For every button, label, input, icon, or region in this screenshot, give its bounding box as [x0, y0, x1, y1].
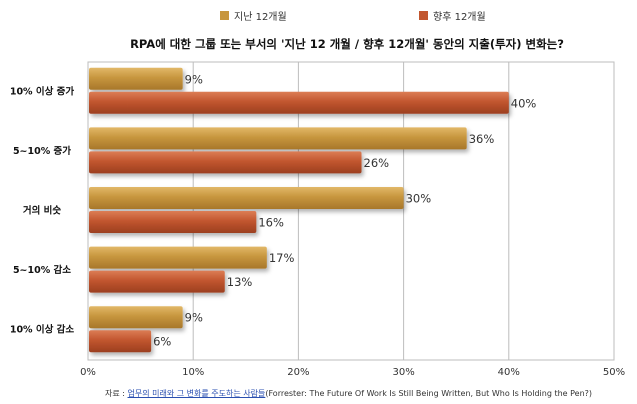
category-label: 거의 비슷: [23, 205, 62, 217]
bar-2-1: [89, 91, 509, 114]
legend-swatch-series-2: [419, 11, 428, 20]
bar-2-5: [89, 330, 152, 353]
chart-title: RPA에 대한 그룹 또는 부서의 '지난 12 개월 / 향후 12개월' 동…: [130, 37, 564, 51]
source-note: 자료 : 업무의 미래와 그 변화를 주도하는 사람들(Forrester: T…: [105, 388, 592, 399]
bar-2-3: [89, 211, 257, 233]
legend: 지난 12개월 향후 12개월: [220, 11, 486, 23]
legend-label-series-2: 향후 12개월: [433, 11, 486, 23]
source-suffix: (Forrester: The Future Of Work Is Still …: [265, 389, 593, 398]
x-axis-ticks: 0% 10% 20% 30% 40% 50%: [80, 367, 625, 378]
x-tick-label: 0%: [80, 367, 96, 378]
x-tick-label: 10%: [182, 367, 204, 378]
value-label: 9%: [185, 72, 203, 86]
value-label: 36%: [469, 132, 495, 146]
x-tick-label: 20%: [287, 367, 309, 378]
x-tick-label: 50%: [603, 367, 625, 378]
value-label: 9%: [185, 311, 203, 325]
category-label: 10% 이상 감소: [10, 324, 75, 336]
bar-2-2: [89, 151, 362, 174]
bar-1-5: [89, 306, 183, 329]
x-tick-label: 40%: [498, 367, 520, 378]
source-link[interactable]: 업무의 미래와 그 변화를 주도하는 사람들: [127, 389, 266, 398]
legend-label-series-1: 지난 12개월: [234, 11, 287, 23]
value-label: 13%: [227, 275, 253, 289]
bar-1-4: [89, 246, 267, 269]
value-label: 40%: [511, 96, 537, 110]
source-prefix: 자료 :: [105, 389, 128, 398]
value-label: 26%: [364, 156, 390, 170]
category-label: 10% 이상 증가: [10, 85, 75, 97]
x-tick-label: 30%: [392, 367, 414, 378]
bar-1-2: [89, 127, 467, 150]
value-label: 30%: [406, 192, 432, 206]
bar-1-3: [89, 187, 404, 209]
bars: [89, 67, 509, 353]
value-label: 6%: [153, 335, 171, 349]
value-labels: 9% 40% 36% 26% 30% 16% 17% 13% 9% 6%: [153, 72, 536, 348]
value-label: 17%: [269, 251, 295, 265]
value-label: 16%: [258, 216, 284, 230]
bar-2-4: [89, 270, 225, 293]
category-label: 5~10% 감소: [13, 264, 71, 276]
legend-swatch-series-1: [220, 11, 229, 20]
category-label: 5~10% 증가: [13, 145, 71, 157]
bar-1-1: [89, 67, 183, 90]
